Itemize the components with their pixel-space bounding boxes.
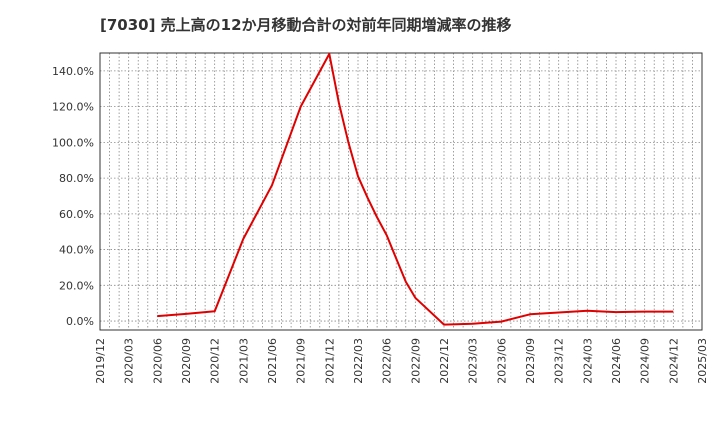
axis-layer xyxy=(99,52,703,331)
grid-layer xyxy=(100,53,702,330)
x-tick-label: 2023/03 xyxy=(467,338,480,384)
x-tick-label: 2022/09 xyxy=(409,338,422,384)
x-tick-label: 2021/12 xyxy=(323,338,336,384)
x-tick-label: 2025/03 xyxy=(696,338,709,384)
y-tick-label: 20.0% xyxy=(59,279,94,292)
x-tick-label: 2023/12 xyxy=(553,338,566,384)
x-tick-label: 2022/12 xyxy=(438,338,451,384)
x-tick-label: 2020/03 xyxy=(123,338,136,384)
x-tick-label: 2024/03 xyxy=(581,338,594,384)
y-tick-label: 100.0% xyxy=(52,136,94,149)
x-tick-label: 2023/09 xyxy=(524,338,537,384)
x-tick-label: 2024/12 xyxy=(667,338,680,384)
series-line xyxy=(157,52,674,326)
chart-title: [7030] 売上高の12か月移動合計の対前年同期増減率の推移 xyxy=(100,16,512,34)
x-tick-label: 2021/03 xyxy=(237,338,250,384)
series-layer xyxy=(157,52,674,326)
y-tick-label: 120.0% xyxy=(52,101,94,114)
x-tick-label: 2020/12 xyxy=(209,338,222,384)
x-tick-label: 2024/06 xyxy=(610,338,623,384)
x-tick-label: 2023/06 xyxy=(495,338,508,384)
y-tick-label: 60.0% xyxy=(59,208,94,221)
x-tick-label: 2024/09 xyxy=(639,338,652,384)
label-layer: 0.0% 20.0% 40.0% 60.0% 80.0% 100.0% 120.0% 140.… xyxy=(52,65,709,384)
y-tick-label: 80.0% xyxy=(59,172,94,185)
x-tick-label: 2020/09 xyxy=(180,338,193,384)
y-tick-label: 0.0% xyxy=(66,315,94,328)
x-tick-label: 2022/06 xyxy=(381,338,394,384)
x-tick-label: 2020/06 xyxy=(151,338,164,384)
plot-frame xyxy=(99,52,703,331)
x-tick-label: 2021/06 xyxy=(266,338,279,384)
x-tick-label: 2022/03 xyxy=(352,338,365,384)
y-tick-label: 40.0% xyxy=(59,244,94,257)
x-tick-label: 2019/12 xyxy=(94,338,107,384)
x-tick-label: 2021/09 xyxy=(295,338,308,384)
y-tick-label: 140.0% xyxy=(52,65,94,78)
